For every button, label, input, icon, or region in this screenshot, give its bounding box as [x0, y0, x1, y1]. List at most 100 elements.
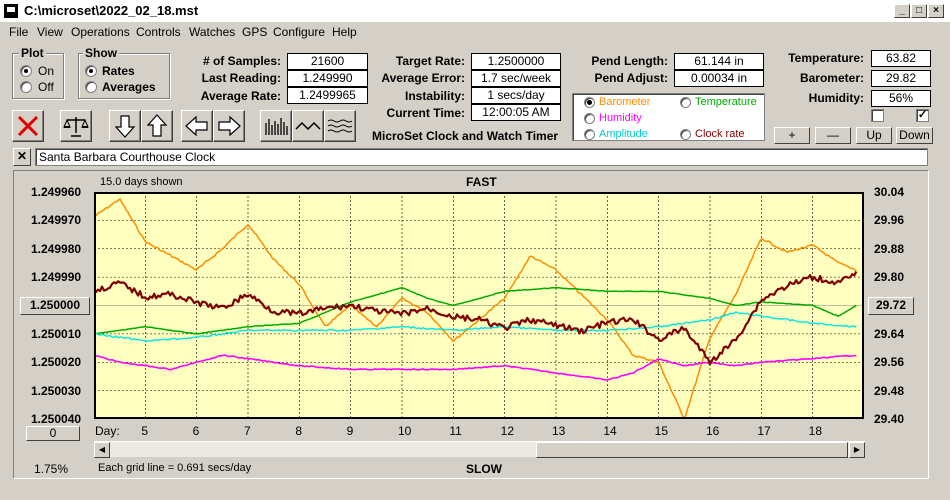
barometer-field: 29.82 — [871, 70, 931, 87]
move-left-button[interactable] — [181, 110, 213, 142]
app-subtitle: MicroSet Clock and Watch Timer — [372, 129, 559, 143]
legend-amplitude-radio[interactable] — [584, 129, 595, 140]
line-graph-icon — [295, 121, 321, 131]
day-tick-10: 10 — [398, 424, 412, 438]
legend-amplitude-label[interactable]: Amplitude — [599, 128, 648, 140]
legend-clock-rate-label[interactable]: Clock rate — [695, 128, 745, 140]
left-tick: 1.250030 — [31, 384, 82, 398]
right-tick: 29.80 — [874, 270, 905, 284]
left-tick: 1.249990 — [31, 270, 82, 284]
day-tick-15: 15 — [654, 424, 669, 438]
scroll-up-button[interactable]: Up — [856, 127, 892, 144]
red-x-icon — [17, 115, 39, 137]
option-checkbox-2[interactable]: ✓ — [916, 109, 929, 122]
menu-view[interactable]: View — [37, 25, 63, 39]
horizontal-scrollbar[interactable]: ◀ ▶ — [94, 441, 865, 458]
day-tick-8: 8 — [295, 424, 303, 438]
menu-gps[interactable]: GPS — [242, 25, 268, 39]
right-tick: 30.04 — [874, 185, 905, 199]
target-rate-field[interactable]: 1.2500000 — [471, 53, 561, 70]
show-averages-label[interactable]: Averages — [102, 80, 156, 94]
percent-readout: 1.75% — [34, 462, 69, 476]
legend-temperature-label[interactable]: Temperature — [695, 96, 757, 108]
zero-button[interactable]: 0 — [26, 426, 80, 441]
samples-field: 21600 — [287, 53, 368, 70]
series-line-temperature — [94, 286, 857, 335]
zoom-in-button[interactable]: + — [774, 127, 810, 144]
grid-note: Each grid line = 0.691 secs/day — [98, 462, 252, 474]
app-icon[interactable] — [4, 4, 18, 18]
menu-bar: File View Operations Controls Watches GP… — [0, 22, 950, 42]
days-shown: 15.0 days shown — [100, 176, 183, 188]
arrow-up-icon — [146, 114, 168, 137]
instability-field: 1 secs/day — [471, 87, 561, 104]
arrow-right-icon — [218, 115, 241, 137]
day-tick-9: 9 — [346, 424, 354, 438]
legend-temperature-radio[interactable] — [680, 97, 691, 108]
wave-view-button[interactable] — [324, 110, 356, 142]
plot-off-radio[interactable] — [20, 81, 32, 93]
menu-configure[interactable]: Configure — [273, 25, 326, 39]
move-up-button[interactable] — [141, 110, 173, 142]
move-right-button[interactable] — [213, 110, 245, 142]
menu-operations[interactable]: Operations — [71, 25, 130, 39]
humidity-label: Humidity: — [808, 91, 864, 105]
day-tick-11: 11 — [449, 424, 462, 438]
option-checkbox-1[interactable] — [871, 109, 884, 122]
day-tick-12: 12 — [500, 424, 515, 438]
center-barometer-button[interactable]: 29.72 — [868, 297, 914, 315]
day-axis-label: Day: — [95, 424, 120, 438]
series-line-amplitude — [94, 311, 857, 343]
day-tick-6: 6 — [192, 424, 200, 438]
line-view-button[interactable] — [292, 110, 324, 142]
samples-label: # of Samples: — [202, 54, 281, 68]
scroll-right-icon[interactable]: ▶ — [849, 442, 865, 458]
show-averages-radio[interactable] — [85, 81, 97, 93]
plot-on-radio[interactable] — [20, 65, 32, 77]
minimize-button[interactable]: _ — [894, 4, 910, 18]
legend-box: Barometer Temperature Humidity Amplitude… — [572, 93, 765, 141]
menu-controls[interactable]: Controls — [136, 25, 181, 39]
menu-help[interactable]: Help — [332, 25, 357, 39]
balance-scale-icon — [63, 117, 89, 137]
menu-file[interactable]: File — [9, 25, 29, 39]
menu-watches[interactable]: Watches — [189, 25, 236, 39]
right-tick: 29.56 — [874, 355, 905, 369]
left-tick: 1.249970 — [31, 213, 82, 227]
day-tick-17: 17 — [757, 424, 771, 438]
show-rates-radio[interactable] — [85, 65, 97, 77]
legend-humidity-label[interactable]: Humidity — [599, 112, 642, 124]
bar-view-button[interactable] — [260, 110, 292, 142]
center-rate-button[interactable]: 1.250000 — [20, 297, 90, 315]
pend-length-label: Pend Length: — [591, 54, 668, 68]
balance-button[interactable] — [60, 110, 92, 142]
current-time-field: 12:00:05 AM — [471, 104, 561, 121]
day-tick-7: 7 — [244, 424, 251, 438]
right-tick: 29.48 — [874, 384, 905, 398]
arrow-left-icon — [185, 115, 208, 137]
scroll-down-button[interactable]: Down — [896, 127, 933, 144]
show-rates-label[interactable]: Rates — [102, 64, 135, 78]
scroll-thumb[interactable] — [536, 442, 848, 458]
legend-clock-rate-radio[interactable] — [680, 129, 691, 140]
move-down-button[interactable] — [109, 110, 141, 142]
right-tick: 29.96 — [874, 213, 905, 227]
right-tick: 29.88 — [874, 242, 905, 256]
show-group — [78, 53, 170, 99]
clock-name-field[interactable]: Santa Barbara Courthouse Clock — [35, 148, 928, 166]
legend-humidity-radio[interactable] — [584, 113, 595, 124]
series-line-clock-rate — [94, 270, 858, 366]
clear-button[interactable] — [12, 110, 44, 142]
temperature-field: 63.82 — [871, 50, 931, 67]
zoom-out-button[interactable]: — — [815, 127, 851, 144]
legend-barometer-radio[interactable] — [584, 97, 595, 108]
clear-name-button[interactable]: ✕ — [13, 148, 31, 166]
close-button[interactable]: × — [928, 4, 944, 18]
rate-chart[interactable] — [94, 192, 864, 419]
plot-off-label[interactable]: Off — [38, 80, 54, 94]
plot-on-label[interactable]: On — [38, 64, 55, 78]
maximize-button[interactable]: □ — [911, 4, 927, 18]
legend-barometer-label[interactable]: Barometer — [599, 96, 651, 108]
pend-length-field[interactable]: 61.144 in — [674, 53, 764, 70]
scroll-left-icon[interactable]: ◀ — [94, 442, 110, 458]
